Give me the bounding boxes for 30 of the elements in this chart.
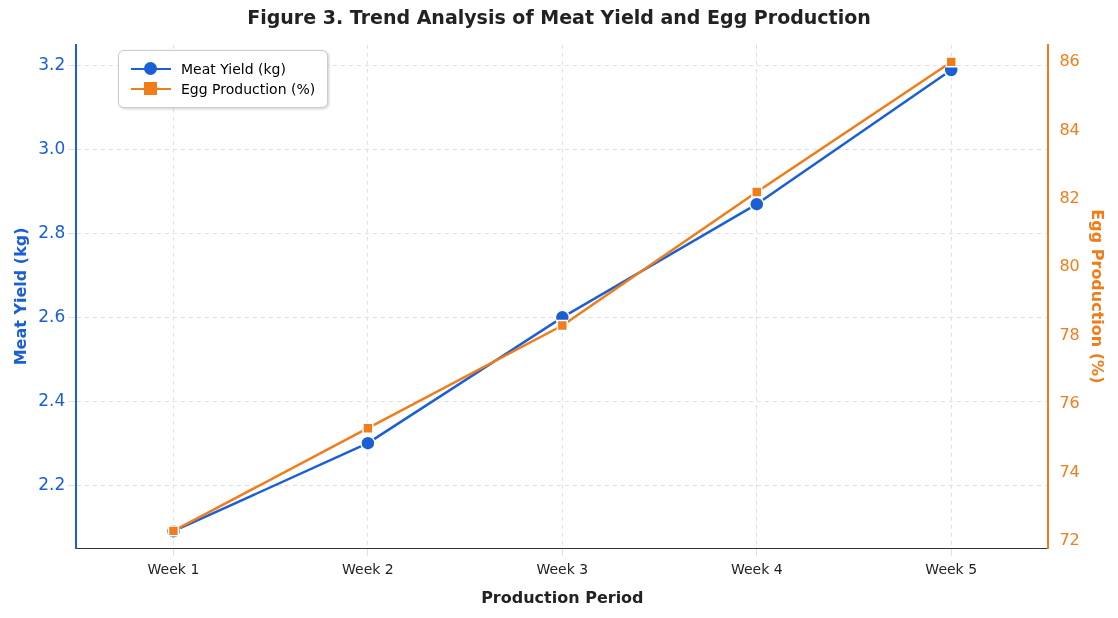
- y2-tick-label: 78: [1059, 324, 1080, 344]
- legend-label: Egg Production (%): [181, 81, 316, 97]
- x-tick-label: Week 4: [730, 561, 783, 578]
- x-tick-label: Week 1: [147, 561, 200, 578]
- y2-tick-label: 72: [1059, 530, 1080, 550]
- x-tick-label: Week 2: [342, 561, 394, 578]
- chart-title: Figure 3. Trend Analysis of Meat Yield and Egg Production: [247, 6, 871, 29]
- y2-axis-title: Egg Production (%): [1088, 209, 1108, 384]
- y2-tick-label: 76: [1059, 393, 1080, 413]
- y-tick-label: 2.4: [38, 389, 66, 410]
- x-tick-label: Week 3: [536, 561, 589, 578]
- y-tick-label: 2.6: [38, 305, 66, 326]
- point: [362, 422, 374, 434]
- y2-tick-label: 82: [1059, 188, 1080, 207]
- x-tick-label: Week 5: [925, 561, 978, 578]
- y-tick-label: 2.8: [38, 221, 66, 242]
- y2-tick-label: 86: [1059, 51, 1080, 71]
- point: [360, 435, 376, 451]
- point: [945, 56, 957, 68]
- point: [751, 186, 763, 198]
- y-tick-label: 3.2: [38, 54, 66, 75]
- y-tick-label: 3.0: [38, 138, 66, 159]
- y-tick-label: 2.2: [38, 473, 66, 494]
- point: [749, 196, 765, 212]
- y2-tick-label: 74: [1059, 461, 1080, 481]
- y-axis-title: Meat Yield (kg): [10, 227, 30, 366]
- y2-tick-label: 84: [1059, 119, 1080, 139]
- y2-tick-label: 80: [1059, 256, 1080, 276]
- legend-label: Meat Yield (kg): [181, 61, 286, 77]
- x-axis-title: Production Period: [481, 587, 644, 607]
